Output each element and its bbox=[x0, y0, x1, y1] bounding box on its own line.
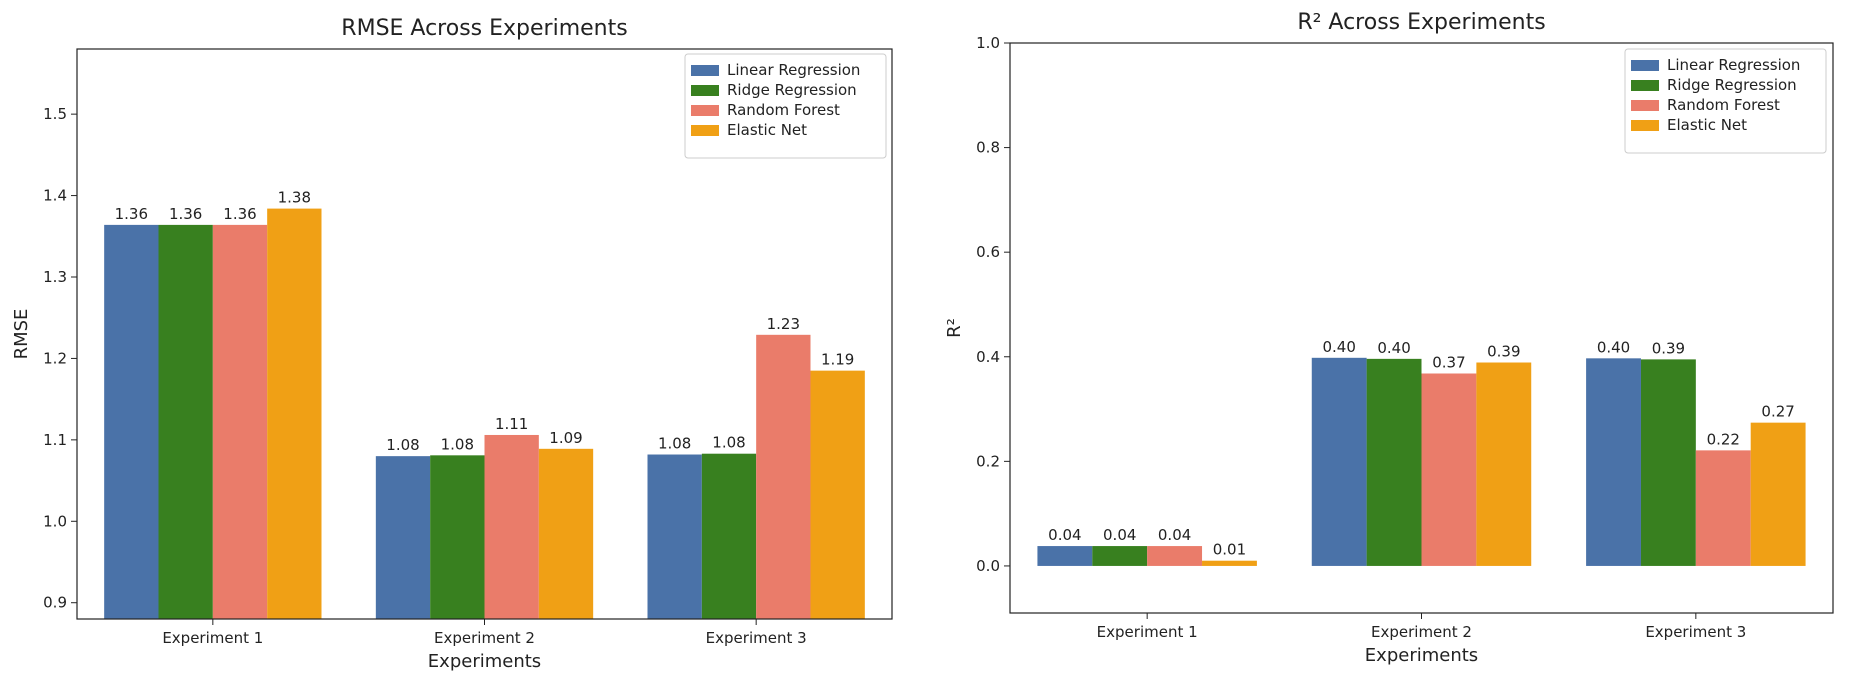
x-tick-label: Experiment 3 bbox=[706, 629, 807, 647]
bar-elastic-net bbox=[1750, 422, 1806, 566]
bar-elastic-net bbox=[810, 370, 865, 619]
x-tick-label: Experiment 2 bbox=[1371, 623, 1472, 641]
data-label: 0.04 bbox=[1103, 526, 1136, 544]
y-tick-label: 0.6 bbox=[976, 243, 1000, 261]
y-axis-label: R² bbox=[944, 318, 965, 338]
legend-swatch-ridge-regression bbox=[1631, 80, 1659, 91]
plot-frame bbox=[76, 48, 893, 620]
legend-label: Linear Regression bbox=[1667, 56, 1800, 74]
y-tick-label: 1.1 bbox=[43, 431, 67, 449]
chart-title: RMSE Across Experiments bbox=[341, 16, 627, 41]
x-tick-label: Experiment 1 bbox=[162, 629, 263, 647]
legend-swatch-random-forest bbox=[1631, 100, 1659, 111]
bar-random-forest bbox=[212, 224, 268, 619]
legend-label: Linear Regression bbox=[727, 61, 860, 79]
rmse-chart-svg: RMSE Across Experiments 0.9 1.0 1.1 1.2 1.3 1.… bbox=[11, 16, 893, 672]
bar-random-forest bbox=[756, 334, 811, 619]
bar-ridge-regression bbox=[1366, 358, 1422, 566]
legend-label: Random Forest bbox=[1667, 96, 1780, 114]
bar-random-forest bbox=[484, 434, 539, 619]
data-label: 0.04 bbox=[1158, 526, 1191, 544]
data-label: 0.39 bbox=[1487, 343, 1520, 361]
x-tick-label: Experiment 1 bbox=[1097, 623, 1198, 641]
data-label: 1.11 bbox=[495, 415, 528, 433]
y-tick-label: 0.4 bbox=[976, 348, 1000, 366]
bar-elastic-net bbox=[1202, 560, 1257, 566]
bar-linear-regression bbox=[375, 456, 431, 619]
data-label: 1.08 bbox=[441, 435, 474, 453]
y-axis-label: RMSE bbox=[11, 309, 32, 360]
data-label: 1.23 bbox=[767, 315, 800, 333]
x-tick-label: Experiment 2 bbox=[434, 629, 535, 647]
data-label: 0.04 bbox=[1048, 526, 1081, 544]
bar-linear-regression bbox=[647, 454, 702, 619]
data-label: 1.36 bbox=[115, 205, 148, 223]
x-axis-label: Experiments bbox=[1365, 645, 1478, 666]
bar-linear-regression bbox=[104, 224, 159, 619]
rmse-chart: RMSE Across Experiments 0.9 1.0 1.1 1.2 1.3 1.… bbox=[0, 0, 928, 682]
legend-swatch-elastic-net bbox=[691, 125, 719, 136]
bar-elastic-net bbox=[1476, 362, 1532, 566]
data-label: 0.40 bbox=[1377, 339, 1410, 357]
bar-ridge-regression bbox=[701, 453, 757, 619]
bar-random-forest bbox=[1695, 450, 1751, 566]
plot-frame bbox=[1009, 42, 1834, 614]
bar-random-forest bbox=[1421, 373, 1477, 566]
x-tick-label: Experiment 3 bbox=[1645, 623, 1746, 641]
y-tick-label: 1.3 bbox=[43, 268, 67, 286]
data-label: 1.09 bbox=[549, 429, 582, 447]
y-tick-label: 1.0 bbox=[43, 512, 67, 530]
data-label: 0.40 bbox=[1322, 338, 1355, 356]
y-tick-label: 0.9 bbox=[43, 594, 67, 612]
bar-ridge-regression bbox=[1640, 359, 1696, 566]
chart-title: R² Across Experiments bbox=[1297, 10, 1545, 35]
data-label: 0.01 bbox=[1213, 541, 1246, 559]
y-tick-label: 0.0 bbox=[976, 557, 1000, 575]
legend: Linear Regression Ridge Regression Random … bbox=[1624, 48, 1827, 154]
legend-label: Elastic Net bbox=[727, 121, 807, 139]
legend-swatch-ridge-regression bbox=[691, 85, 719, 96]
data-label: 1.08 bbox=[712, 434, 745, 452]
bar-ridge-regression bbox=[430, 455, 485, 619]
legend-box bbox=[1624, 48, 1827, 154]
y-tick-label: 1.5 bbox=[43, 105, 67, 123]
legend-swatch-linear-regression bbox=[1631, 60, 1659, 71]
bar-random-forest bbox=[1147, 546, 1203, 566]
data-label: 0.22 bbox=[1707, 430, 1740, 448]
y-tick-label: 1.2 bbox=[43, 349, 67, 367]
data-label: 1.36 bbox=[169, 205, 202, 223]
bar-ridge-regression bbox=[158, 224, 213, 619]
legend-label: Ridge Regression bbox=[1667, 76, 1797, 94]
bar-elastic-net bbox=[538, 448, 594, 619]
data-label: 1.38 bbox=[278, 189, 311, 207]
legend-swatch-linear-regression bbox=[691, 65, 719, 76]
bar-linear-regression bbox=[1037, 546, 1093, 566]
data-label: 1.08 bbox=[386, 436, 419, 454]
legend: Linear Regression Ridge Regression Random … bbox=[684, 53, 887, 159]
data-label: 0.39 bbox=[1652, 339, 1685, 357]
bar-linear-regression bbox=[1586, 358, 1641, 566]
bar-linear-regression bbox=[1311, 357, 1367, 566]
y-tick-label: 1.4 bbox=[43, 187, 67, 205]
bar-elastic-net bbox=[267, 208, 322, 619]
y-tick-label: 0.2 bbox=[976, 452, 1000, 470]
data-label: 0.40 bbox=[1597, 338, 1630, 356]
x-axis-label: Experiments bbox=[428, 651, 541, 672]
legend-label: Ridge Regression bbox=[727, 81, 857, 99]
y-tick-label: 1.0 bbox=[976, 34, 1000, 52]
y-tick-label: 0.8 bbox=[976, 139, 1000, 157]
bar-ridge-regression bbox=[1092, 546, 1148, 566]
data-label: 1.36 bbox=[223, 205, 256, 223]
legend-swatch-elastic-net bbox=[1631, 120, 1659, 131]
legend-label: Elastic Net bbox=[1667, 116, 1747, 134]
data-label: 1.19 bbox=[821, 351, 854, 369]
data-label: 1.08 bbox=[658, 435, 691, 453]
legend-label: Random Forest bbox=[727, 101, 840, 119]
data-label: 0.37 bbox=[1432, 353, 1465, 371]
data-label: 0.27 bbox=[1761, 403, 1794, 421]
r2-chart-svg: R² Across Experiments 0.0 0.2 0.4 0.6 0.8 1.0 0… bbox=[944, 10, 1834, 666]
r2-chart: R² Across Experiments 0.0 0.2 0.4 0.6 0.8 1.0 0… bbox=[928, 0, 1856, 682]
legend-swatch-random-forest bbox=[691, 105, 719, 116]
legend-box bbox=[684, 53, 887, 159]
